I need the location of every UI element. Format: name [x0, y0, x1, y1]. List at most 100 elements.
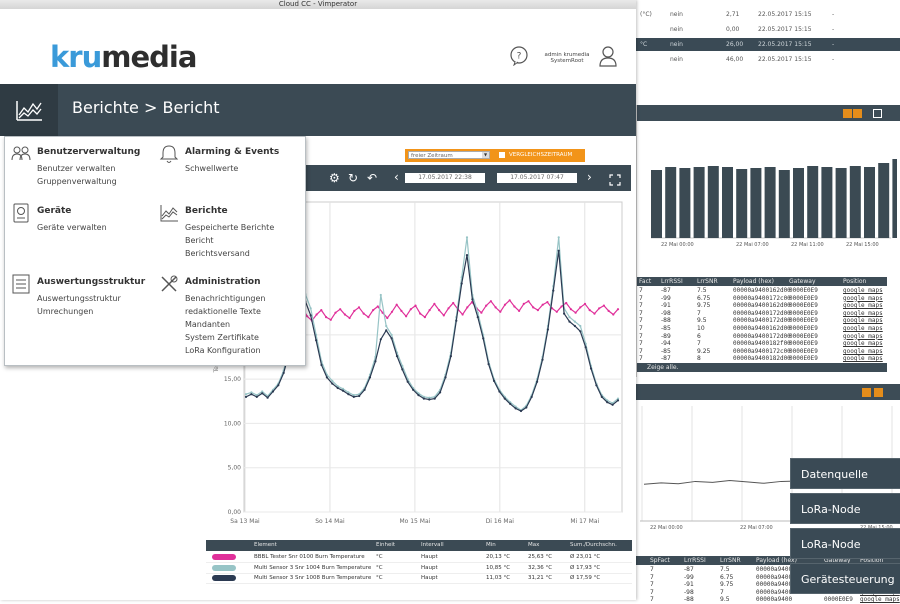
main-window: Cloud CC - Vimperator krumedia ? admin k… — [0, 0, 636, 584]
table-row: 7 -94 7 00000a9400182f00 0000E0E9 google maps — [637, 340, 887, 348]
table-cell: 8 — [697, 355, 701, 363]
data-point — [329, 318, 332, 321]
refresh-icon[interactable]: ↻ — [348, 171, 359, 185]
data-point — [460, 282, 463, 285]
map-link[interactable]: google maps — [843, 332, 883, 340]
menu-heading: Alarming & Events — [185, 147, 280, 157]
data-point — [422, 397, 425, 400]
action-button[interactable]: Gerätesteuerung — [790, 563, 900, 594]
chevron-right-icon[interactable]: › — [587, 170, 592, 184]
data-point — [412, 388, 415, 391]
menu-item-auswertungsstruktur[interactable]: Auswertungsstruktur — [37, 294, 121, 303]
data-point — [336, 385, 339, 388]
legend-row[interactable]: Multi Sensor 3 Snr 1008 Burn Temperature… — [206, 573, 632, 584]
menu-item-berichtsversand[interactable]: Berichtsversand — [185, 249, 250, 258]
data-point — [261, 390, 264, 393]
fullscreen-icon[interactable] — [609, 171, 621, 186]
table-cell: 9.75 — [720, 581, 734, 589]
data-point — [417, 394, 420, 397]
legend-row[interactable]: BBBL Tester Snr 0100 Burn Temperature °C H… — [206, 552, 632, 563]
element-name: Multi Sensor 3 Snr 1008 Burn Temperature — [254, 575, 372, 581]
interval: Haupt — [421, 564, 438, 571]
map-link[interactable]: google maps — [843, 325, 883, 332]
table-row: nein 46,00 22.05.2017 15:15 - — [636, 53, 900, 66]
data-point — [379, 338, 382, 341]
period-select[interactable]: freier Zeitraum — [408, 151, 490, 159]
data-point — [347, 393, 350, 396]
menu-item-schwellwerte[interactable]: Schwellwerte — [185, 164, 239, 173]
data-point — [452, 301, 455, 305]
menu-heading: Geräte — [37, 206, 72, 216]
y-tick-label: 10,00 — [224, 420, 241, 427]
map-link[interactable]: google maps — [843, 287, 883, 294]
data-point — [552, 289, 555, 292]
bar-chart-icon[interactable] — [853, 109, 862, 118]
map-link[interactable]: google maps — [843, 347, 883, 355]
table-cell: 00000a9400172c00 — [733, 347, 791, 355]
data-point — [385, 324, 388, 328]
background-report-window: 22 Mai 00:00 22 Mai 07:00 22 Mai 11:00 22 M… — [636, 105, 900, 377]
map-link[interactable]: google maps — [843, 355, 883, 363]
menu-item-geraete-verwalten[interactable]: Geräte verwalten — [37, 223, 107, 232]
data-point — [607, 309, 610, 312]
bar — [864, 167, 875, 238]
menu-item-benutzer-verwalten[interactable]: Benutzer verwalten — [37, 164, 116, 173]
fullscreen-icon[interactable] — [873, 109, 882, 118]
table-cell: 00000a9400 — [756, 573, 793, 581]
action-button[interactable]: Datenquelle anlegen — [790, 458, 900, 512]
table-cell: °C — [640, 41, 648, 48]
data-point — [352, 395, 355, 398]
undo-icon[interactable]: ↶ — [367, 171, 378, 185]
menu-item-benachrichtigungen[interactable]: Benachrichtigungen — [185, 294, 266, 303]
chevron-left-icon[interactable]: ‹ — [394, 170, 399, 184]
logo: krumedia — [50, 40, 197, 74]
element-name: Multi Sensor 3 Snr 1004 Burn Temperature — [254, 564, 372, 571]
show-all-link[interactable]: Zeige alle. — [637, 363, 887, 372]
settings-icon[interactable] — [874, 388, 883, 397]
menu-item-umrechungen[interactable]: Umrechungen — [37, 307, 94, 316]
table-cell: - — [832, 56, 835, 63]
data-point — [447, 307, 450, 310]
max-value: 31,21 °C — [528, 575, 553, 581]
data-point — [514, 405, 517, 408]
table-cell: -89 — [661, 332, 671, 340]
compare-checkbox[interactable] — [499, 152, 505, 158]
date-from-field[interactable]: 17.05.2017 22:38 — [405, 173, 485, 183]
table-cell: 7 — [650, 588, 654, 596]
menu-item-redaktionelle-texte[interactable]: redaktionelle Texte — [185, 307, 261, 316]
map-link[interactable]: google maps — [843, 317, 883, 325]
menu-item-gruppenverwaltung[interactable]: Gruppenverwaltung — [37, 177, 117, 186]
legend-table: Element Einheit Intervall Min Max Sum./D… — [206, 540, 632, 584]
legend-row[interactable]: Multi Sensor 3 Snr 1004 Burn Temperature… — [206, 563, 632, 574]
date-to-field[interactable]: 17.05.2017 07:47 — [497, 173, 577, 183]
user-icon[interactable] — [598, 45, 618, 67]
data-point — [343, 313, 346, 316]
map-link[interactable]: google maps — [843, 309, 883, 317]
action-button[interactable]: LoRa-Node bearbeiten — [790, 528, 900, 582]
table-cell: nein — [670, 56, 683, 63]
table-cell: 9.25 — [697, 347, 711, 355]
data-point — [334, 311, 337, 314]
data-point — [352, 394, 355, 397]
action-button[interactable]: LoRa-Node löschen — [790, 493, 900, 547]
chart-type-icon[interactable] — [843, 109, 852, 118]
menu-item-mandanten[interactable]: Mandanten — [185, 320, 231, 329]
menu-item-lora-konfiguration[interactable]: LoRa Konfiguration — [185, 346, 261, 355]
data-point — [584, 346, 587, 349]
data-point — [482, 337, 485, 340]
menu-item-system-zertifikate[interactable]: System Zertifikate — [185, 333, 259, 342]
chart-type-icon[interactable] — [862, 388, 871, 397]
column-header: Fact — [639, 278, 652, 285]
y-tick-label: 0,00 — [228, 509, 242, 516]
help-icon[interactable]: ? — [509, 46, 529, 67]
min-value: 11,03 °C — [486, 575, 511, 581]
map-link[interactable]: google maps — [843, 302, 883, 310]
menu-item-gespeicherte-berichte[interactable]: Gespeicherte Berichte — [185, 223, 275, 232]
unit: °C — [376, 564, 383, 571]
gear-icon[interactable]: ⚙ — [329, 171, 340, 185]
map-link[interactable]: google maps — [843, 340, 883, 348]
map-link[interactable]: google maps — [843, 294, 883, 302]
reports-menu-button[interactable] — [0, 84, 58, 136]
menu-item-bericht[interactable]: Bericht — [185, 236, 214, 245]
data-point — [347, 391, 350, 394]
